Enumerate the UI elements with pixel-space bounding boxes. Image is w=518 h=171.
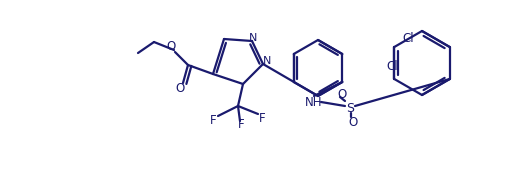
Text: F: F (210, 114, 217, 127)
Text: O: O (337, 88, 347, 101)
Text: O: O (349, 115, 357, 128)
Text: Cl: Cl (402, 32, 414, 45)
Text: F: F (258, 113, 265, 126)
Text: S: S (346, 102, 354, 115)
Text: NH: NH (305, 96, 323, 109)
Text: Cl: Cl (386, 61, 398, 74)
Text: O: O (176, 82, 184, 95)
Text: N: N (249, 33, 257, 43)
Text: O: O (166, 41, 176, 54)
Text: N: N (263, 56, 271, 66)
Text: F: F (238, 119, 244, 131)
